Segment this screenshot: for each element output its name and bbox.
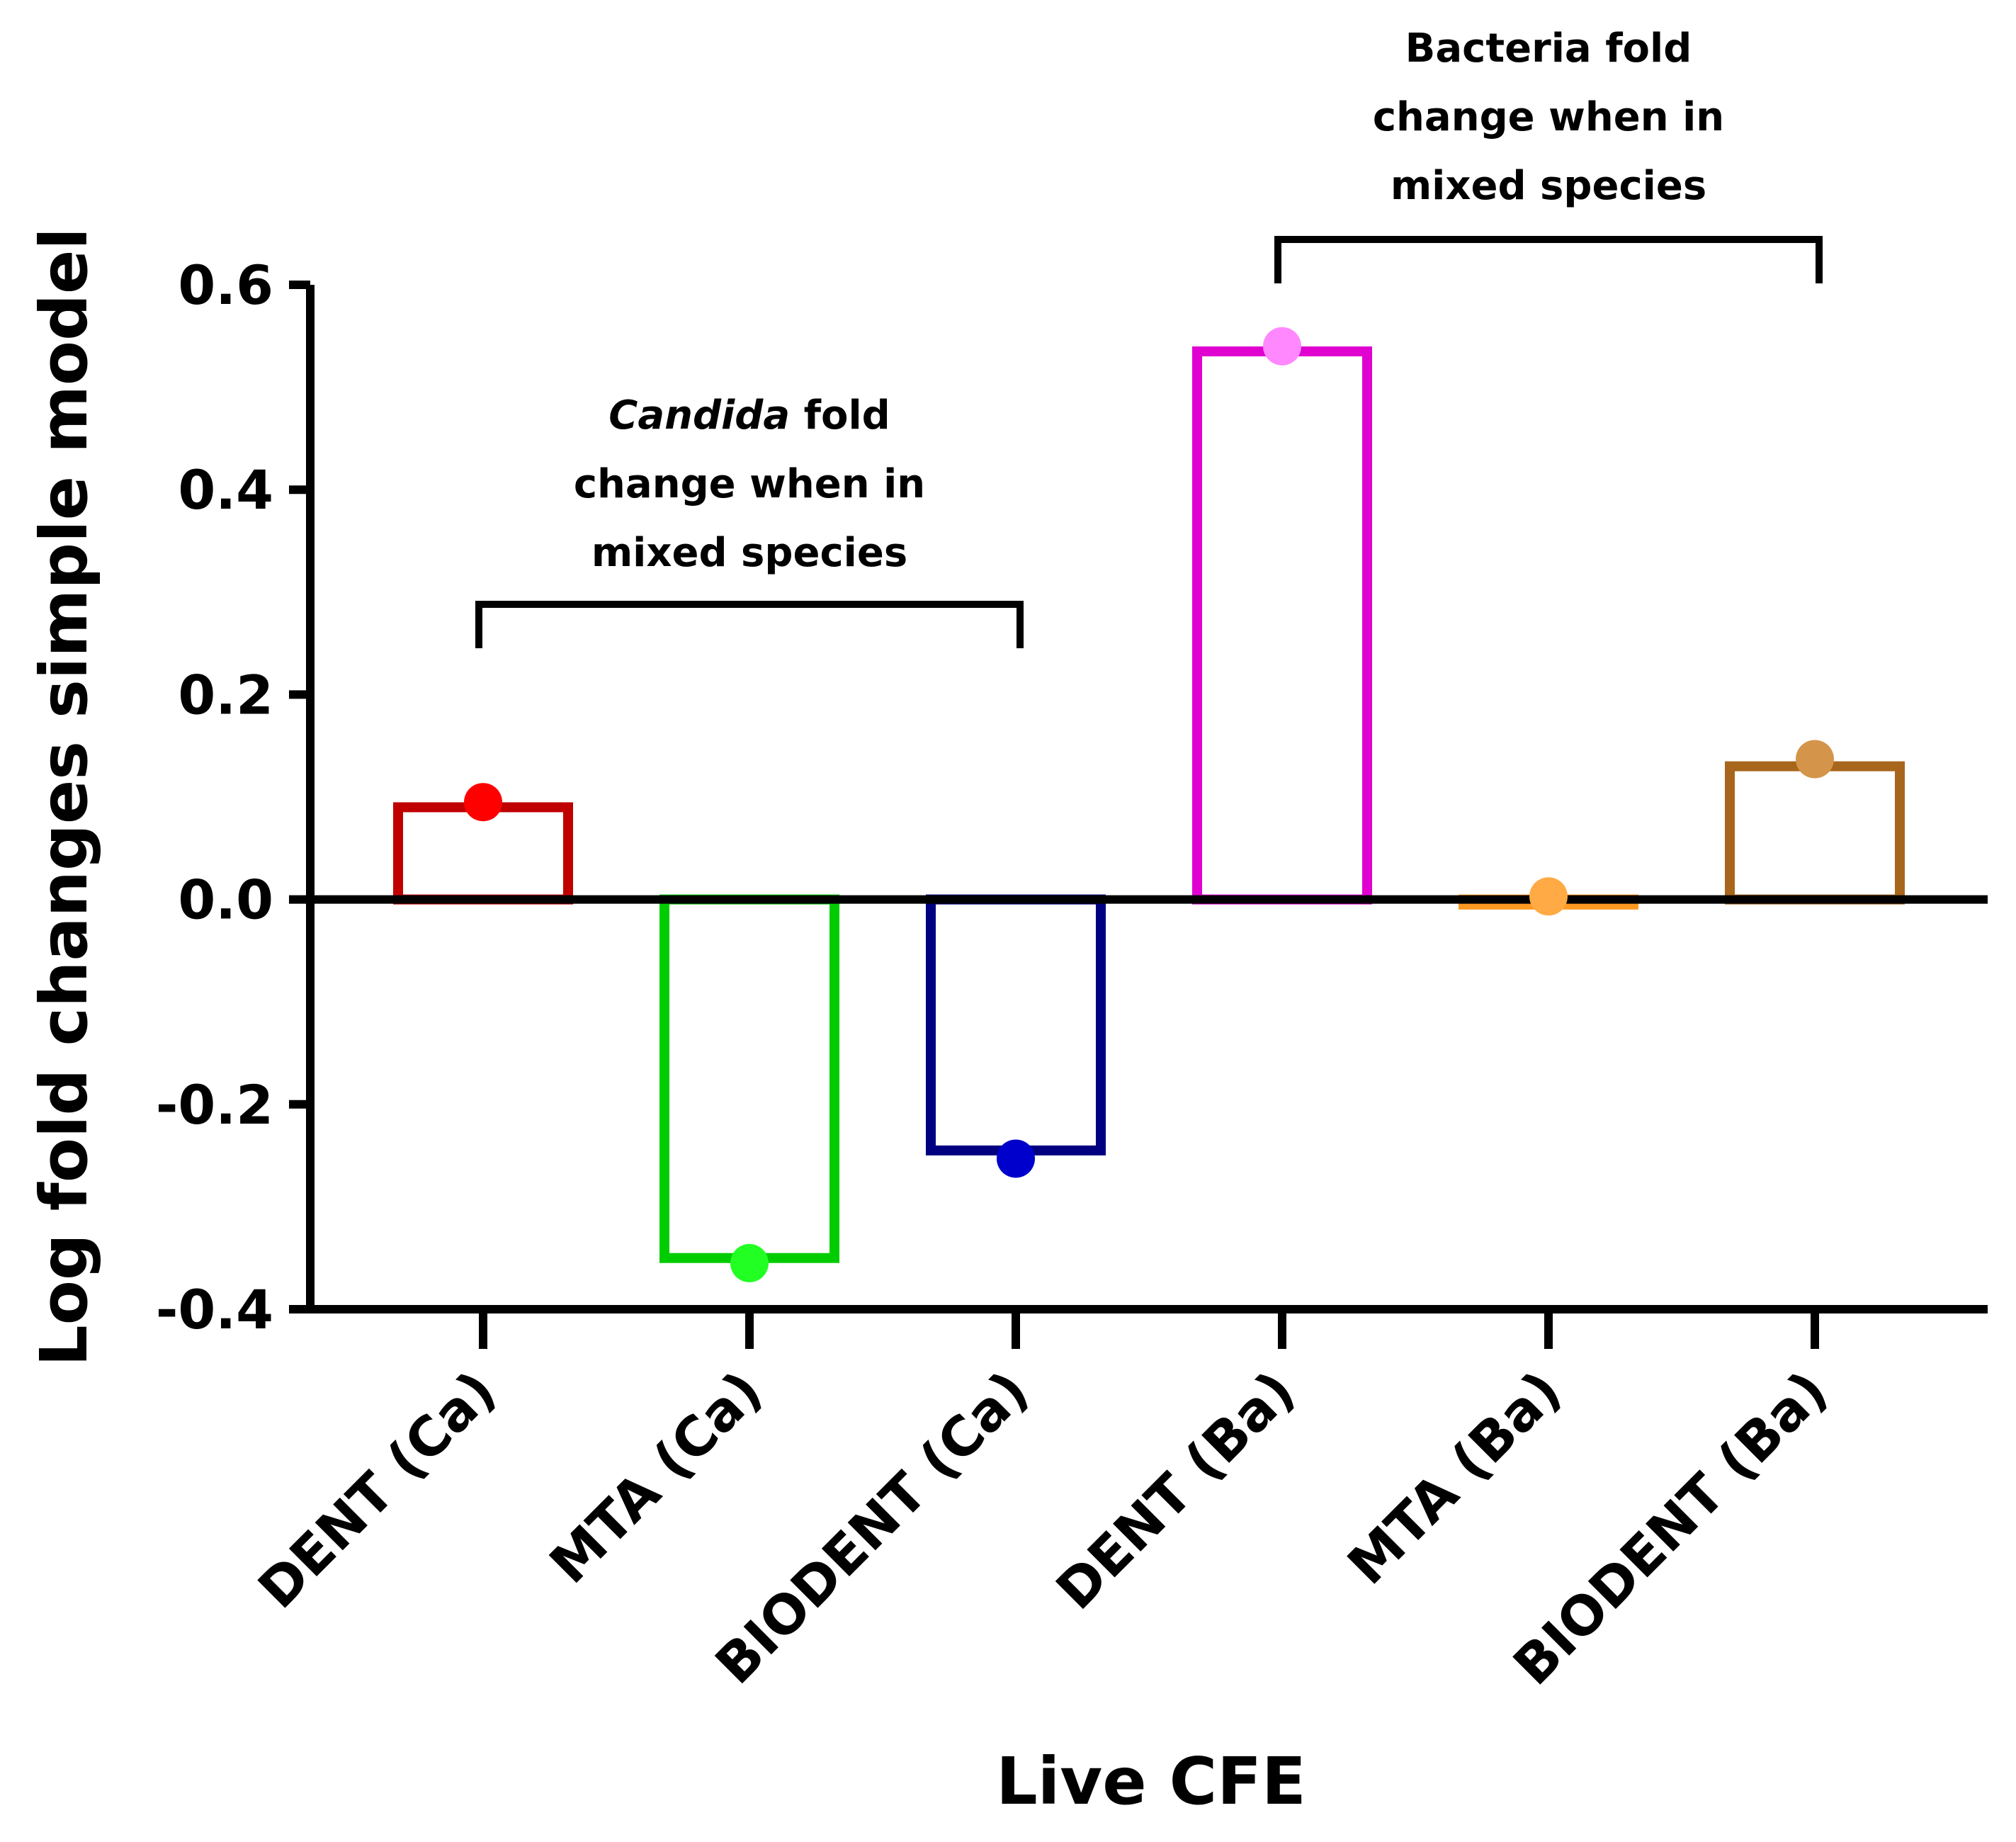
- y-tick-label-4: -0.2: [156, 1073, 273, 1136]
- bar-5: [1725, 761, 1905, 905]
- annotation-candida-span-0-0: Candida: [608, 392, 790, 439]
- annotation-candida-span-0-1: fold: [790, 392, 890, 439]
- x-axis-title: Live CFE: [996, 1744, 1306, 1819]
- y-tick-label-3: 0.0: [178, 869, 273, 932]
- annotation-candida-line-1: change when in: [574, 461, 925, 507]
- annotation-bacteria-bracket: [1274, 236, 1823, 283]
- annotation-bacteria-span-2-0: mixed species: [1391, 163, 1706, 209]
- data-point-4: [1529, 877, 1568, 916]
- bar-1: [659, 894, 839, 1263]
- data-point-5: [1796, 740, 1834, 779]
- annotation-candida-line-0: Candida fold: [608, 392, 890, 439]
- annotation-bacteria-span-0-0: Bacteria fold: [1405, 26, 1692, 72]
- annotation-bacteria-line-1: change when in: [1373, 94, 1724, 140]
- annotation-candida-bracket: [475, 601, 1024, 648]
- x-tick-label-0: DENT (Ca): [246, 1359, 507, 1620]
- data-point-2: [997, 1139, 1035, 1178]
- x-tick-label-1: MTA (Ca): [538, 1359, 774, 1595]
- annotation-candida-line-2: mixed species: [591, 530, 907, 576]
- y-tick-label-2: 0.2: [178, 663, 273, 726]
- y-tick-label-5: -0.4: [156, 1278, 273, 1341]
- x-tick-label-4: MTA (Ba): [1335, 1359, 1573, 1597]
- data-point-3: [1263, 327, 1301, 366]
- data-point-0: [464, 783, 502, 822]
- annotation-bacteria-line-0: Bacteria fold: [1405, 26, 1692, 72]
- points-layer: [464, 327, 1834, 1282]
- y-tick-label-0: 0.6: [178, 254, 273, 317]
- annotation-candida-span-2-0: mixed species: [591, 530, 907, 576]
- y-axis-title: Log fold changes simple model: [26, 227, 102, 1367]
- bar-2: [926, 894, 1106, 1156]
- y-tick-label-1: 0.4: [178, 458, 273, 521]
- annotation-candida-span-1-0: change when in: [574, 461, 925, 507]
- data-point-1: [730, 1243, 769, 1282]
- annotation-layer: Candida fold change when in mixed species B…: [475, 26, 1823, 648]
- bar-3: [1192, 346, 1372, 905]
- annotation-bacteria-span-1-0: change when in: [1373, 94, 1724, 140]
- x-tick-label-3: DENT (Ba): [1044, 1359, 1307, 1622]
- annotation-bacteria-line-2: mixed species: [1391, 163, 1706, 209]
